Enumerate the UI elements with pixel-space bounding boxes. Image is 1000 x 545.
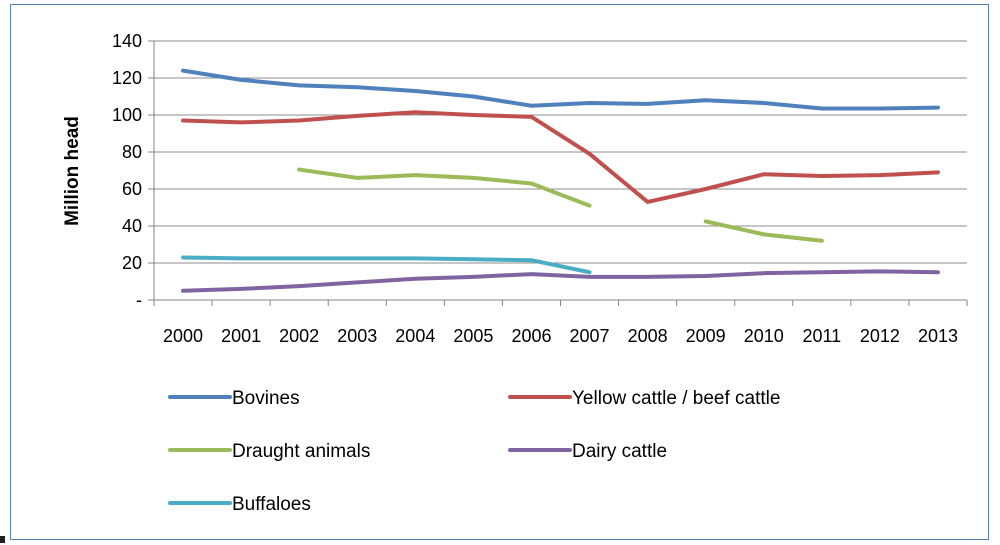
x-tick-label: 2006 — [511, 326, 551, 346]
series-line-4 — [181, 255, 592, 275]
x-axis-ticks: 2000 2001 2002 2003 2004 2005 2006 2007 2008 2009… — [163, 326, 958, 346]
y-tick-label: 40 — [122, 216, 142, 236]
legend: Bovines Yellow cattle / beef cattle Draugh… — [168, 388, 780, 515]
series-line-2 — [297, 167, 592, 208]
y-tick-label: 20 — [122, 253, 142, 273]
stray-mark — [0, 536, 5, 543]
legend-label: Buffaloes — [232, 494, 311, 515]
legend-label: Bovines — [232, 388, 300, 409]
y-axis-ticks: - 20 40 60 80 100 120 140 — [112, 31, 142, 310]
x-tick-label: 2010 — [744, 326, 784, 346]
y-tick-label: 60 — [122, 179, 142, 199]
y-axis-label: Million head — [62, 116, 83, 226]
x-tick-label: 2011 — [802, 326, 841, 346]
x-tick-label: 2002 — [279, 326, 319, 346]
x-tick-label: 2000 — [163, 326, 203, 346]
series-line-2 — [703, 219, 824, 243]
gridlines — [148, 40, 968, 306]
y-tick-label: 140 — [112, 31, 142, 51]
x-tick-label: 2007 — [570, 326, 610, 346]
x-tick-label: 2003 — [337, 326, 377, 346]
legend-label: Dairy cattle — [572, 441, 667, 462]
y-tick-label: 120 — [112, 68, 142, 88]
x-tick-label: 2004 — [395, 326, 435, 346]
x-tick-label: 2009 — [686, 326, 726, 346]
legend-label: Yellow cattle / beef cattle — [572, 388, 780, 409]
y-tick-label: 80 — [122, 142, 142, 162]
series-line-0 — [181, 68, 940, 111]
x-tick-label: 2013 — [918, 326, 958, 346]
legend-label: Draught animals — [232, 441, 370, 462]
x-tick-label: 2008 — [628, 326, 668, 346]
y-tick-label: 100 — [112, 105, 142, 125]
y-tick-label: - — [136, 290, 142, 310]
series-line-3 — [181, 269, 940, 293]
x-tick-label: 2005 — [453, 326, 493, 346]
series-lines — [181, 68, 940, 293]
x-tick-label: 2001 — [221, 326, 261, 346]
x-tick-label: 2012 — [860, 326, 900, 346]
series-line-1 — [181, 110, 940, 204]
